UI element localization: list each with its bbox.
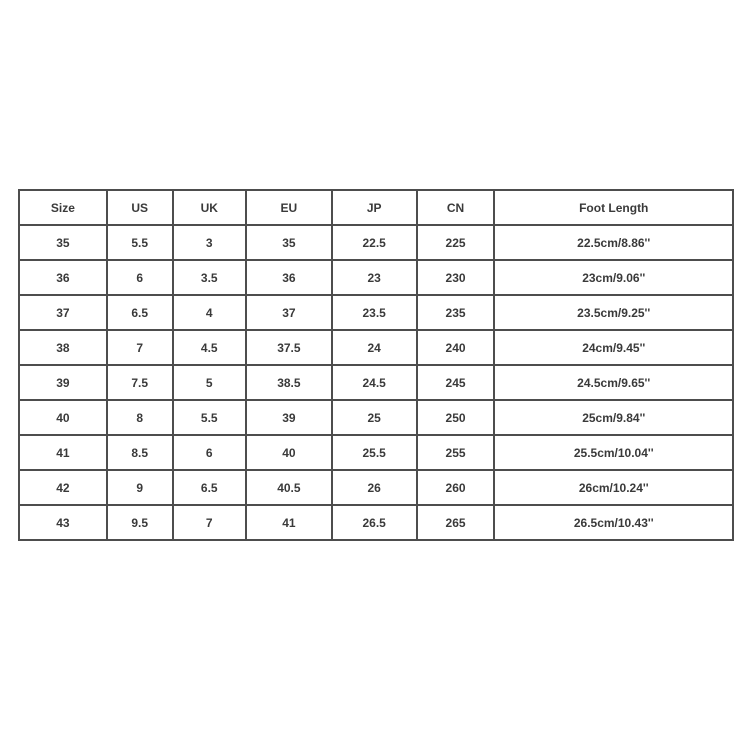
table-cell: 38.5 (245, 364, 333, 401)
table-cell: 3 (171, 224, 248, 261)
table-cell: 3.5 (171, 259, 248, 296)
table-cell: 39 (18, 364, 108, 401)
table-cell: 36 (18, 259, 108, 296)
table-cell: 25 (330, 399, 418, 436)
table-cell: 24.5 (330, 364, 418, 401)
table-cell: 22.5 (330, 224, 418, 261)
table-cell: 25.5 (330, 434, 418, 471)
table-cell: 37 (245, 294, 333, 331)
header-row: Size US UK EU JP CN Foot Length (18, 189, 734, 226)
table-cell: 23cm/9.06'' (493, 259, 734, 296)
table-cell: 250 (415, 399, 496, 436)
table-cell: 25cm/9.84'' (493, 399, 734, 436)
table-cell: 265 (415, 504, 496, 541)
table-cell: 38 (18, 329, 108, 366)
table-cell: 7.5 (105, 364, 174, 401)
table-row: 38 7 4.5 37.5 24 240 24cm/9.45'' (18, 329, 734, 366)
table-cell: 245 (415, 364, 496, 401)
table-cell: 260 (415, 469, 496, 506)
table-cell: 8 (105, 399, 174, 436)
table-cell: 8.5 (105, 434, 174, 471)
size-chart-table: Size US UK EU JP CN Foot Length 35 5.5 3 35 22.5 22… (18, 189, 734, 541)
table-cell: 26.5 (330, 504, 418, 541)
table-cell: 25.5cm/10.04'' (493, 434, 734, 471)
table-cell: 40 (245, 434, 333, 471)
table-cell: 9.5 (105, 504, 174, 541)
table-cell: 36 (245, 259, 333, 296)
column-header-uk: UK (171, 189, 248, 226)
table-row: 42 9 6.5 40.5 26 260 26cm/10.24'' (18, 469, 734, 506)
table-cell: 24 (330, 329, 418, 366)
column-header-foot-length: Foot Length (493, 189, 734, 226)
table-cell: 7 (105, 329, 174, 366)
table-row: 35 5.5 3 35 22.5 225 22.5cm/8.86'' (18, 224, 734, 261)
table-cell: 6.5 (171, 469, 248, 506)
table-row: 43 9.5 7 41 26.5 265 26.5cm/10.43'' (18, 504, 734, 541)
table-cell: 23.5cm/9.25'' (493, 294, 734, 331)
table-cell: 6 (105, 259, 174, 296)
table-cell: 5.5 (171, 399, 248, 436)
table-cell: 24.5cm/9.65'' (493, 364, 734, 401)
table-cell: 4.5 (171, 329, 248, 366)
table-cell: 9 (105, 469, 174, 506)
table-cell: 230 (415, 259, 496, 296)
table-cell: 24cm/9.45'' (493, 329, 734, 366)
table-cell: 23.5 (330, 294, 418, 331)
table-cell: 5.5 (105, 224, 174, 261)
table-row: 40 8 5.5 39 25 250 25cm/9.84'' (18, 399, 734, 436)
column-header-cn: CN (415, 189, 496, 226)
table-cell: 41 (18, 434, 108, 471)
table-row: 39 7.5 5 38.5 24.5 245 24.5cm/9.65'' (18, 364, 734, 401)
table-cell: 6 (171, 434, 248, 471)
table-cell: 7 (171, 504, 248, 541)
table-cell: 35 (245, 224, 333, 261)
table-cell: 26.5cm/10.43'' (493, 504, 734, 541)
table-row: 36 6 3.5 36 23 230 23cm/9.06'' (18, 259, 734, 296)
table-row: 37 6.5 4 37 23.5 235 23.5cm/9.25'' (18, 294, 734, 331)
column-header-eu: EU (245, 189, 333, 226)
column-header-size: Size (18, 189, 108, 226)
table-cell: 35 (18, 224, 108, 261)
table-cell: 26 (330, 469, 418, 506)
column-header-jp: JP (330, 189, 418, 226)
table-cell: 40 (18, 399, 108, 436)
table-cell: 41 (245, 504, 333, 541)
table-cell: 37.5 (245, 329, 333, 366)
table-cell: 235 (415, 294, 496, 331)
table-cell: 23 (330, 259, 418, 296)
table-cell: 255 (415, 434, 496, 471)
table-cell: 39 (245, 399, 333, 436)
table-cell: 26cm/10.24'' (493, 469, 734, 506)
table-cell: 6.5 (105, 294, 174, 331)
table-cell: 225 (415, 224, 496, 261)
column-header-us: US (105, 189, 174, 226)
table-cell: 22.5cm/8.86'' (493, 224, 734, 261)
table-cell: 43 (18, 504, 108, 541)
table-row: 41 8.5 6 40 25.5 255 25.5cm/10.04'' (18, 434, 734, 471)
table-cell: 240 (415, 329, 496, 366)
table-cell: 5 (171, 364, 248, 401)
table-cell: 4 (171, 294, 248, 331)
table-cell: 40.5 (245, 469, 333, 506)
size-chart-container: Size US UK EU JP CN Foot Length 35 5.5 3 35 22.5 22… (18, 189, 734, 541)
table-body: 35 5.5 3 35 22.5 225 22.5cm/8.86'' 36 6 3.5 36 23 23… (18, 224, 734, 541)
table-cell: 37 (18, 294, 108, 331)
table-cell: 42 (18, 469, 108, 506)
